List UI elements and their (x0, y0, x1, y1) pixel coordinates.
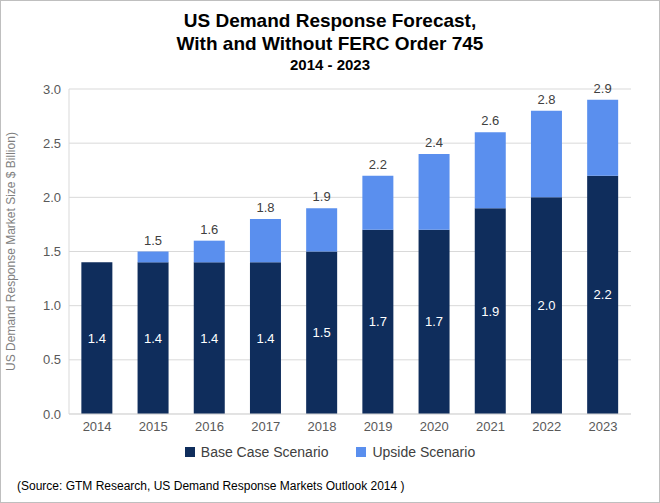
svg-text:2.6: 2.6 (481, 113, 499, 128)
svg-text:2.0: 2.0 (43, 190, 61, 205)
html-text:US Demand Response Forecast,: US Demand Response Forecast, (183, 10, 477, 31)
svg-text:1.5: 1.5 (43, 244, 61, 259)
svg-text:2.5: 2.5 (43, 136, 61, 151)
svg-text:1.4: 1.4 (256, 331, 274, 346)
svg-text:1.8: 1.8 (256, 200, 274, 215)
svg-text:1.7: 1.7 (425, 314, 443, 329)
svg-text:2015: 2015 (139, 419, 168, 434)
svg-text:2022: 2022 (532, 419, 561, 434)
html-text:(Source: GTM Research, US Dema: (Source: GTM Research, US Demand Respons… (17, 479, 405, 493)
svg-text:2.8: 2.8 (537, 92, 555, 107)
svg-text:2.0: 2.0 (537, 298, 555, 313)
html-text:2014 - 2023: 2014 - 2023 (290, 56, 370, 73)
svg-text:0.5: 0.5 (43, 352, 61, 367)
svg-text:2.9: 2.9 (594, 81, 612, 96)
html-text:Upside Scenario: Upside Scenario (372, 444, 476, 460)
svg-text:2023: 2023 (588, 419, 617, 434)
svg-text:2.2: 2.2 (594, 287, 612, 302)
svg-text:2.4: 2.4 (425, 135, 443, 150)
svg-text:2018: 2018 (307, 419, 336, 434)
svg-text:3.0: 3.0 (43, 82, 61, 97)
svg-text:1.5: 1.5 (313, 325, 331, 340)
svg-text:2019: 2019 (364, 419, 393, 434)
svg-text:2017: 2017 (251, 419, 280, 434)
svg-text:1.6: 1.6 (200, 222, 218, 237)
svg-text:1.9: 1.9 (313, 189, 331, 204)
svg-text:2.2: 2.2 (369, 157, 387, 172)
html-text:Base Case Scenario: Base Case Scenario (200, 444, 329, 460)
svg-text:2016: 2016 (195, 419, 224, 434)
svg-text:1.9: 1.9 (481, 304, 499, 319)
svg-text:1.0: 1.0 (43, 298, 61, 313)
svg-text:1.7: 1.7 (369, 314, 387, 329)
html-text:With and Without FERC Order 74: With and Without FERC Order 745 (176, 33, 484, 54)
svg-text:2020: 2020 (420, 419, 449, 434)
svg-text:0.0: 0.0 (43, 407, 61, 422)
svg-text:2021: 2021 (476, 419, 505, 434)
svg-text:1.4: 1.4 (88, 331, 106, 346)
svg-text:US Demand Response Market Size: US Demand Response Market Size $ Billion… (8, 132, 18, 371)
svg-text:2014: 2014 (83, 419, 112, 434)
svg-text:1.5: 1.5 (144, 233, 162, 248)
svg-text:1.4: 1.4 (144, 331, 162, 346)
svg-text:1.4: 1.4 (200, 331, 218, 346)
